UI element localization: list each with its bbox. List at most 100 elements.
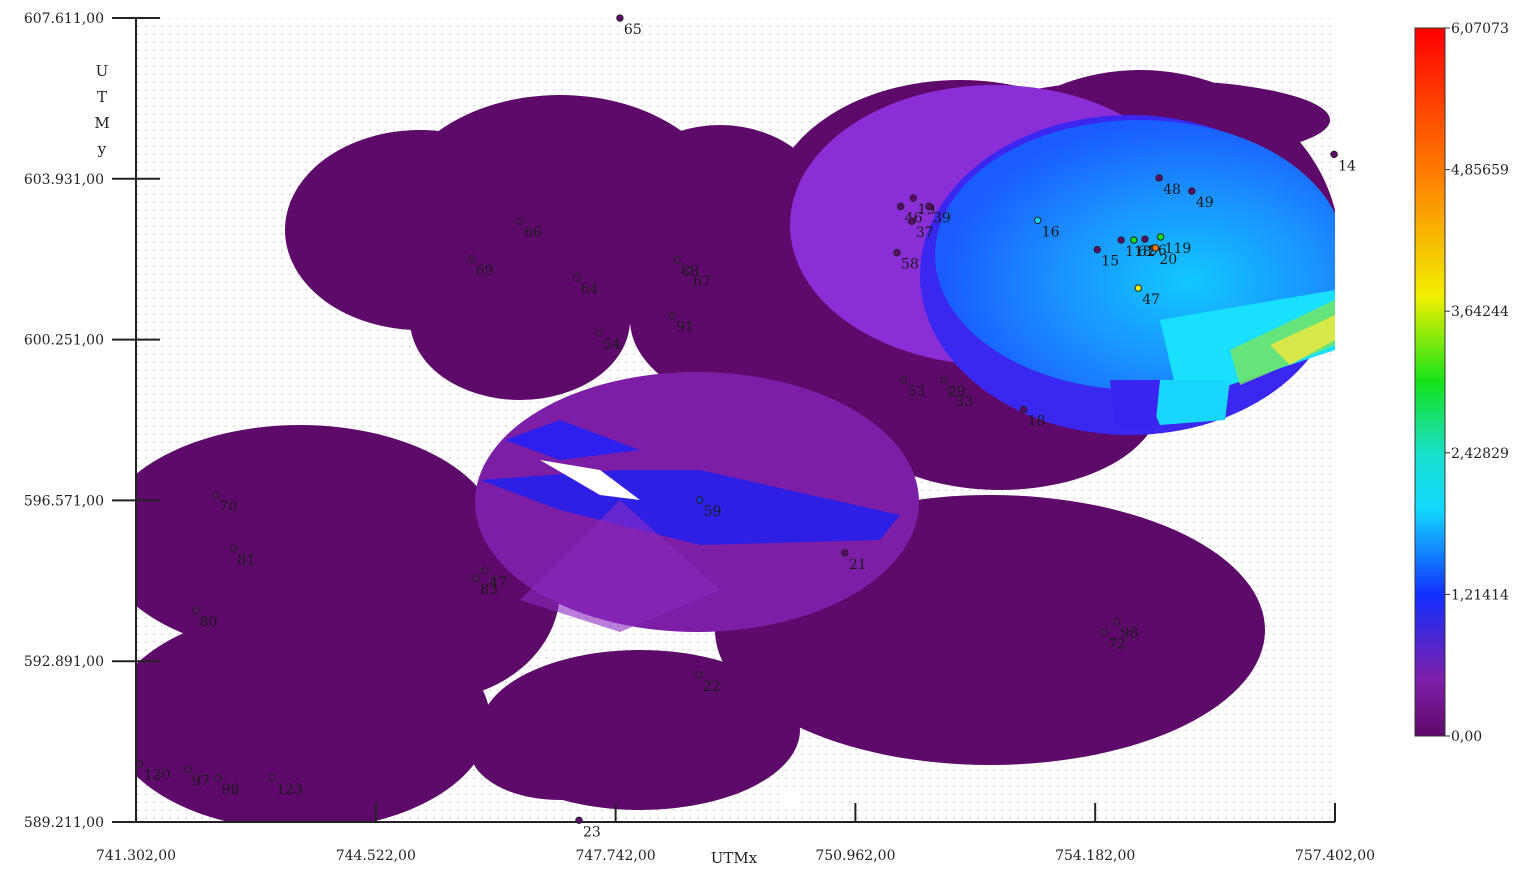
sample-point-label: 80 [199, 615, 217, 631]
sample-point-marker [481, 567, 489, 575]
sample-point-label: 97 [192, 774, 210, 790]
sample-point-label: 72 [1108, 636, 1126, 652]
sample-point-marker [184, 765, 192, 774]
sample-point: 58 [893, 248, 919, 273]
color-scale-label: 3,64244 [1451, 304, 1509, 320]
sample-point: 67 [685, 266, 711, 290]
sample-point: 119 [1156, 233, 1192, 257]
sample-point-marker [896, 202, 905, 211]
sample-point-label: 119 [1165, 241, 1192, 257]
sample-point-marker [685, 266, 693, 274]
sample-point-marker [695, 496, 704, 504]
sample-point-label: 47 [489, 575, 507, 591]
sample-point-marker [1117, 236, 1125, 244]
sample-points: 6514484919394637161511862962011958476669… [135, 14, 1356, 840]
sample-point: 22 [695, 671, 721, 695]
sample-point-marker [908, 217, 916, 225]
sample-point-label: 91 [676, 320, 694, 336]
axes [135, 18, 1335, 823]
sample-point: 66 [516, 217, 542, 241]
sample-point: 69 [468, 255, 494, 279]
color-scale: 0,00 1,21414 2,42829 3,64244 4,85659 6,07073 [1414, 21, 1509, 745]
sample-point-label: 98 [1121, 625, 1139, 641]
color-scale-bar [1414, 27, 1446, 737]
sample-point-marker [616, 14, 624, 22]
sample-point-label: 64 [581, 282, 599, 298]
sample-point: 23 [575, 816, 601, 840]
sample-point-marker [1330, 150, 1338, 159]
color-scale-label: 2,42829 [1451, 446, 1509, 462]
sample-point-marker [673, 256, 681, 264]
sample-point-label: 54 [603, 337, 621, 353]
sample-point-label: 21 [849, 557, 867, 573]
sample-point-marker [909, 194, 918, 202]
sample-point-label: 16 [1042, 224, 1060, 240]
sample-point-label: 67 [693, 274, 711, 290]
x-axis-ticks: 741.302,00 744.522,00 747.742,00 750.962,00… [96, 803, 1375, 864]
sample-point-marker [229, 544, 238, 553]
sample-point: 64 [573, 273, 599, 298]
y-tick-label: 596.571,00 [24, 493, 104, 509]
sample-point-marker [940, 376, 948, 384]
sample-point: 37 [908, 217, 934, 241]
sample-point-label: 15 [1101, 254, 1119, 270]
color-scale-labels: 0,00 1,21414 2,42829 3,64244 4,85659 6,07073 [1445, 21, 1509, 745]
sample-point-marker [1156, 233, 1165, 241]
x-tick-label: 750.962,00 [815, 848, 895, 864]
sample-point-marker [1141, 235, 1149, 243]
sample-point-label: 83 [480, 582, 498, 598]
sample-point-label: 120 [144, 767, 171, 783]
sample-point-marker [191, 606, 200, 615]
sample-point-label: 118 [1125, 244, 1152, 260]
sample-point: 33 [947, 386, 973, 410]
sample-point: 118 [1117, 236, 1152, 260]
sample-point: 91 [668, 311, 694, 336]
sample-point-marker [211, 491, 220, 499]
sample-point-marker [468, 255, 476, 263]
sample-point-label: 22 [703, 679, 721, 695]
sample-point-label: 33 [955, 394, 973, 410]
sample-point-marker [1155, 174, 1163, 182]
sample-point: 18 [1019, 405, 1045, 430]
sample-point-label: 59 [704, 504, 722, 520]
x-tick-label: 754.182,00 [1055, 848, 1135, 864]
sample-point: 70 [211, 491, 238, 515]
sample-point: 48 [1155, 174, 1181, 198]
sample-point-label: 14 [1338, 158, 1356, 174]
sample-point: 20 [1151, 244, 1177, 268]
sample-point-marker [135, 759, 144, 768]
sample-point: 14 [1330, 150, 1356, 174]
sample-point-label: 98 [222, 782, 240, 798]
x-tick-label: 757.402,00 [1295, 848, 1375, 864]
sample-point-label: 20 [1159, 252, 1177, 268]
sample-point-label: 66 [524, 225, 542, 241]
sample-point: 65 [616, 14, 642, 38]
y-tick-label: 592.891,00 [24, 654, 104, 670]
sample-point-label: 69 [476, 263, 494, 279]
y-tick-label: 603.931,00 [24, 172, 104, 188]
sample-point: 47 [481, 567, 507, 591]
y-tick-label: 600.251,00 [24, 333, 104, 349]
sample-point-marker [1093, 245, 1101, 254]
sample-point-marker [575, 816, 583, 824]
sample-point-marker [1100, 628, 1108, 637]
x-tick-label: 744.522,00 [336, 848, 416, 864]
sample-point-label: 70 [220, 499, 238, 515]
sample-point-marker [472, 574, 480, 582]
sample-point-marker [925, 202, 933, 211]
sample-point-marker [1151, 244, 1160, 252]
sample-point-label: 47 [1142, 292, 1160, 308]
sample-point-marker [573, 273, 581, 282]
sample-point: 39 [925, 202, 951, 226]
sample-point: 83 [472, 574, 498, 598]
sample-point-marker [1134, 284, 1142, 292]
sample-point: 47 [1134, 284, 1160, 308]
concentration-field [136, 18, 1335, 822]
sample-point-marker [595, 329, 603, 337]
color-scale-label: 4,85659 [1451, 163, 1509, 179]
y-axis-title-letter: U [96, 62, 109, 80]
sample-point-label: 37 [916, 225, 934, 241]
sample-point: 80 [191, 606, 217, 631]
sample-point-marker [516, 217, 524, 225]
sample-point-label: 39 [933, 210, 951, 226]
